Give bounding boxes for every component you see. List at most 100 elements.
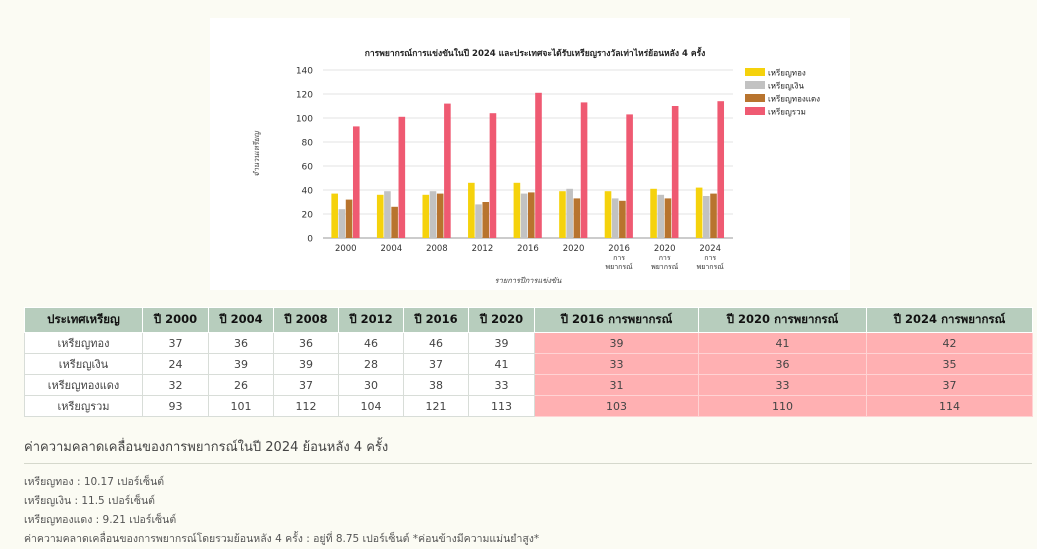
- table-header-cell: ปี 2012: [338, 307, 404, 333]
- legend-swatch: [745, 107, 765, 115]
- bar-total: [352, 126, 360, 238]
- x-tick-label: 2000: [335, 244, 357, 254]
- table-header-cell: ปี 2008: [273, 307, 339, 333]
- bar-bronze: [619, 200, 626, 238]
- row-label-cell: เหรียญเงิน: [24, 353, 143, 375]
- x-tick-label: พยากรณ์: [606, 263, 634, 271]
- legend-swatch: [745, 94, 765, 102]
- table-cell: 37: [403, 353, 469, 375]
- table-header-cell: ปี 2016 การพยากรณ์: [534, 307, 699, 333]
- x-tick-label: 2012: [472, 244, 494, 254]
- x-tick-label: พยากรณ์: [651, 263, 679, 271]
- table-cell: 37: [142, 332, 209, 354]
- y-axis-label: จำนวนเหรียญ: [252, 131, 261, 177]
- table-row: เหรียญรวม 93 101 112 104 121 113 103 110 114: [24, 395, 1033, 417]
- bar-total: [626, 114, 633, 238]
- silver-error-line: เหรียญเงิน : 11.5 เปอร์เซ็นต์: [24, 495, 155, 507]
- table-row: เหรียญทองแดง 32 26 37 30 38 33 31 33 37: [24, 374, 1033, 396]
- table-row: เหรียญเงิน 24 39 39 28 37 41 33 36 35: [24, 353, 1033, 375]
- bar-bronze: [345, 199, 353, 238]
- x-tick-label: การ: [659, 254, 671, 262]
- chart-title: การพยากรณ์การแข่งขันในปี 2024 และประเทศจ…: [365, 46, 706, 59]
- table-cell: 104: [338, 395, 404, 417]
- table-cell: 41: [698, 332, 867, 354]
- gold-error-line: เหรียญทอง : 10.17 เปอร์เซ็นต์: [24, 476, 165, 488]
- bar-chart: การพยากรณ์การแข่งขันในปี 2024 และประเทศจ…: [252, 46, 820, 285]
- bar-silver: [611, 198, 619, 238]
- table-row: เหรียญทอง 37 36 36 46 46 39 39 41 42: [24, 332, 1033, 354]
- bar-gold: [513, 182, 521, 238]
- table-cell: 35: [866, 353, 1033, 375]
- table-cell: 46: [403, 332, 469, 354]
- table-header-cell: ปี 2020: [468, 307, 535, 333]
- bar-silver: [566, 188, 573, 238]
- row-label-cell: เหรียญทอง: [24, 332, 143, 354]
- bar-bronze: [664, 198, 672, 238]
- chart-panel: การพยากรณ์การแข่งขันในปี 2024 และประเทศจ…: [210, 18, 850, 290]
- bar-total: [444, 103, 451, 238]
- table-cell: 26: [208, 374, 274, 396]
- table-cell: 31: [534, 374, 699, 396]
- table-cell: 37: [273, 374, 339, 396]
- x-tick-label: การ: [613, 254, 625, 262]
- bar-gold: [559, 191, 566, 238]
- y-tick-label: 20: [302, 211, 314, 221]
- table-cell: 36: [208, 332, 274, 354]
- bar-gold: [650, 188, 657, 238]
- x-tick-label: การ: [704, 254, 716, 262]
- y-tick-label: 40: [302, 187, 314, 197]
- table-cell: 28: [338, 353, 404, 375]
- overall-error-line: ค่าความคลาดเคลื่อนของการพยากรณ์โดยรวมย้อ…: [24, 533, 540, 545]
- row-label-cell: เหรียญทองแดง: [24, 374, 143, 396]
- y-tick-label: 140: [296, 67, 313, 77]
- table-cell: 36: [698, 353, 867, 375]
- table-cell: 93: [142, 395, 209, 417]
- table-cell: 39: [208, 353, 274, 375]
- bar-silver: [475, 204, 482, 238]
- y-tick-label: 100: [296, 115, 313, 125]
- legend-swatch: [745, 81, 765, 89]
- bar-silver: [429, 191, 437, 238]
- table-cell: 38: [403, 374, 469, 396]
- table-header-row: ประเทศเหรียญ ปี 2000 ปี 2004 ปี 2008 ปี 2012…: [24, 307, 1033, 333]
- bar-bronze: [528, 192, 535, 238]
- table-header-cell: ปี 2024 การพยากรณ์: [866, 307, 1033, 333]
- bar-total: [489, 113, 497, 238]
- table-body: เหรียญทอง 37 36 36 46 46 39 39 41 42 เหรียญเงิน 24 3…: [24, 332, 1033, 417]
- table-cell: 36: [273, 332, 339, 354]
- table-header-cell: ปี 2000: [142, 307, 209, 333]
- forecast-error-section: ค่าความคลาดเคลื่อนของการพยากรณ์ในปี 2024…: [24, 436, 1032, 549]
- table-cell: 33: [468, 374, 535, 396]
- bar-silver: [338, 209, 346, 238]
- bar-bronze: [573, 198, 581, 238]
- bar-bronze: [710, 193, 717, 238]
- table-cell: 33: [534, 353, 699, 375]
- table-cell: 39: [468, 332, 535, 354]
- bar-gold: [604, 191, 612, 238]
- table-cell: 30: [338, 374, 404, 396]
- y-tick-label: 80: [302, 139, 314, 149]
- table-cell: 39: [273, 353, 339, 375]
- x-tick-label: 2024: [699, 244, 721, 254]
- bar-total: [717, 101, 725, 238]
- table-cell: 113: [468, 395, 535, 417]
- legend-label: เหรียญทองแดง: [768, 95, 820, 104]
- legend-label: เหรียญเงิน: [768, 82, 804, 91]
- table-cell: 41: [468, 353, 535, 375]
- bar-gold: [422, 194, 430, 238]
- bar-gold: [468, 182, 475, 238]
- legend-label: เหรียญทอง: [768, 69, 806, 78]
- table-header-cell: ปี 2020 การพยากรณ์: [698, 307, 867, 333]
- y-tick-label: 60: [302, 163, 314, 173]
- bar-bronze: [391, 206, 398, 238]
- table-cell: 103: [534, 395, 699, 417]
- x-tick-label: 2020: [654, 244, 676, 254]
- x-tick-label: 2020: [563, 244, 585, 254]
- table-header-cell: ประเทศเหรียญ: [24, 307, 143, 333]
- table-header-cell: ปี 2004: [208, 307, 274, 333]
- bar-total: [535, 92, 542, 238]
- bar-gold: [331, 193, 338, 238]
- bar-silver: [703, 196, 710, 238]
- x-tick-label: 2016: [517, 244, 539, 254]
- bar-bronze: [482, 202, 490, 238]
